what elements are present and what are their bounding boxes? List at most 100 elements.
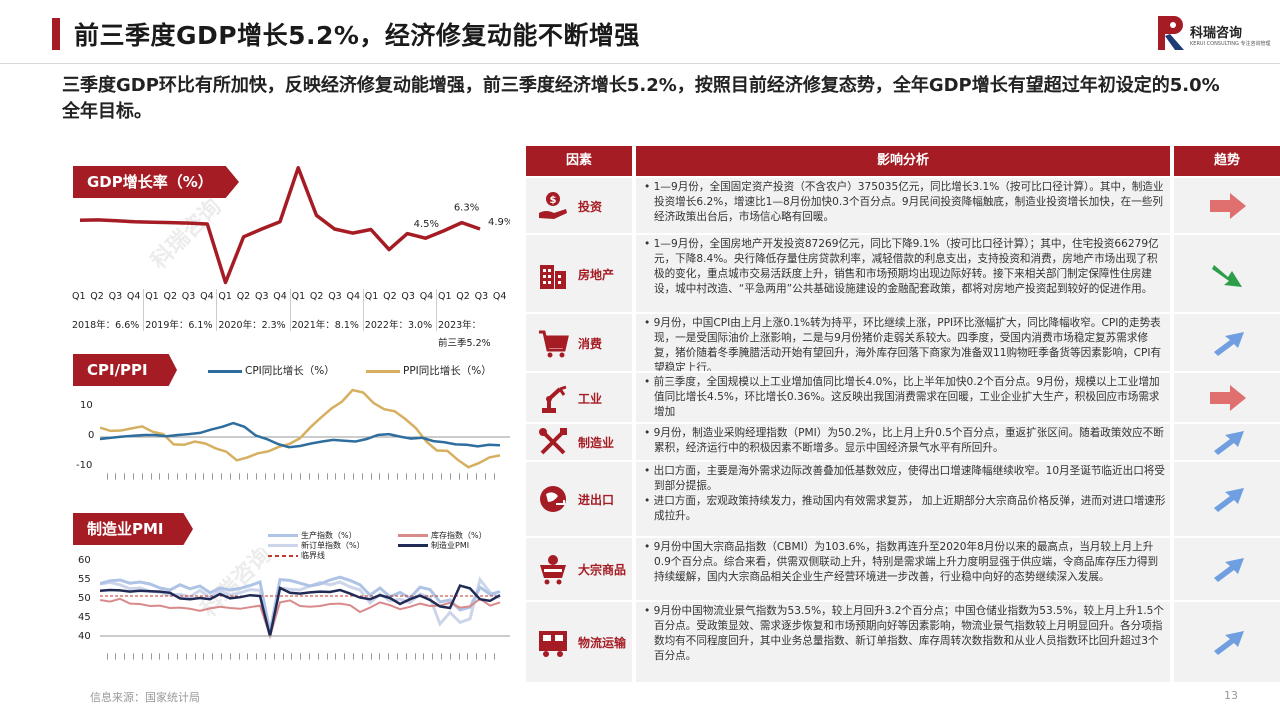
cpi-month-tick: — [411, 473, 419, 480]
quarter-tick-label: Q3 [181, 291, 196, 302]
logo-tagline: KERUI CONSULTING 专注咨询管理 [1190, 41, 1271, 47]
truck-icon [539, 631, 567, 657]
factor-cell: 工业 [526, 373, 632, 422]
trend-cell [1174, 462, 1280, 536]
pmi-month-tick: — [402, 653, 410, 660]
gdp-chart: 科瑞咨询 6.3% 4.5% 4.9% [79, 166, 510, 285]
quarter-tick-label: Q2 [236, 291, 251, 302]
pmi-legend-swatch [398, 544, 428, 547]
cpi-month-tick: — [129, 473, 137, 480]
production-legend-item: 生产指数（%） [268, 531, 365, 541]
pmi-month-tick: — [208, 653, 216, 660]
production-series-line [100, 575, 501, 633]
analysis-bullet: • 9月份，中国CPI由上月上涨0.1%转为持平，环比继续上涨，PPI环比涨幅扩… [644, 317, 1162, 371]
analysis-cell: • 1—9月份，全国房地产开发投资87269亿元，同比下降9.1%（按可比口径计… [636, 235, 1170, 312]
quarter-tick-label: Q2 [163, 291, 178, 302]
trend-cell [1174, 373, 1280, 422]
pmi-month-tick: — [428, 653, 436, 660]
pmi-month-tick: — [393, 653, 401, 660]
pmi-month-tick: — [244, 653, 252, 660]
pmi-ytick: 55 [78, 574, 91, 585]
cpi-month-tick: — [100, 473, 102, 480]
watermark-logo: 科瑞咨询 [146, 194, 227, 275]
cpi-month-tick: — [420, 473, 428, 480]
factor-name: 投资 [578, 199, 603, 214]
analysis-bullet: • 9月份中国物流业景气指数为53.5%，较上月回升3.2个百分点；中国仓储业指… [644, 605, 1164, 662]
factor-name: 工业 [578, 391, 603, 406]
cpi-month-tick: — [182, 473, 190, 480]
pmi-month-tick: — [437, 653, 445, 660]
cpi-month-tick: — [455, 473, 463, 480]
cpi-month-tick: — [464, 473, 472, 480]
cpi-month-tick: — [402, 473, 410, 480]
factor-name: 大宗商品 [578, 563, 627, 577]
cpi-month-tick: — [261, 473, 269, 480]
analysis-bullet: • 进口方面，宏观政策持续发力，推动国内有效需求复苏， 加上近期部分大宗商品价格… [644, 495, 1166, 522]
cpi-month-tick: — [481, 473, 489, 480]
quarter-tick-label: Q3 [108, 291, 123, 302]
trend-cell [1174, 314, 1280, 371]
cpi-month-tick: — [156, 473, 164, 480]
pmi-month-tick: — [182, 653, 190, 660]
factor-name: 进出口 [578, 493, 615, 507]
cpi-legend-label: CPI同比增长（%） [245, 365, 335, 377]
building-icon [540, 264, 566, 289]
pmi-month-tick: — [455, 653, 463, 660]
cpi-month-tick: — [358, 473, 366, 480]
year-separator [143, 289, 145, 331]
pmi-month-tick: — [472, 653, 480, 660]
inventory-series-line [100, 597, 501, 640]
pmi-month-tick: — [288, 653, 296, 660]
cpi-legend-swatch [208, 369, 242, 373]
cpi-month-tick: — [279, 473, 287, 480]
factor-name: 物流运输 [578, 636, 627, 650]
pmi-chart: 科瑞咨询 — — — — — — — — — — — — — — — — — — — — — — — — — — — — — — — — — — —… [100, 548, 510, 660]
cpi-month-tick: — [288, 473, 296, 480]
pmi-month-tick: — [411, 653, 419, 660]
gdp-data-label: 4.9% [488, 217, 510, 228]
trend-cell [1174, 538, 1280, 600]
analysis-cell: • 9月份中国大宗商品指数（CBMI）为103.6%，指数再连升至2020年8月… [636, 538, 1170, 600]
cpi-ytick: -10 [76, 460, 93, 471]
quarter-tick-label: Q1 [218, 291, 232, 302]
trend-right-arrow-icon [1210, 384, 1246, 411]
trade-icon [540, 486, 566, 512]
source-note: 信息来源：国家统计局 [90, 691, 200, 704]
ppi-legend-swatch [366, 369, 400, 373]
factor-cell: 消费 [526, 314, 632, 371]
quarter-tick-label: Q1 [364, 291, 379, 302]
factor-cell: 大宗商品 [526, 538, 632, 600]
pmi-month-tick: — [112, 653, 120, 660]
analysis-cell: • 9月份，中国CPI由上月上涨0.1%转为持平，环比继续上涨，PPI环比涨幅扩… [636, 314, 1170, 371]
pmi-legend-item: 制造业PMI [398, 541, 487, 551]
threshold-legend-swatch [268, 554, 298, 557]
pmi-month-tick: — [138, 653, 146, 660]
analysis-cell: • 前三季度，全国规模以上工业增加值同比增长4.0%，比上半年加快0.2个百分点… [636, 373, 1170, 422]
analysis-bullet: • 前三季度，全国规模以上工业增加值同比增长4.0%，比上半年加快0.2个百分点… [644, 376, 1160, 418]
inventory-legend-item: 库存指数（%） [398, 531, 487, 541]
page-title: 前三季度GDP增长5.2%，经济修复动能不断增强 [74, 21, 640, 50]
analysis-cell: • 9月份中国物流业景气指数为53.5%，较上月回升3.2个百分点；中国仓储业指… [636, 602, 1170, 682]
table-row: $ 投资 • 1—9月份，全国固定资产投资（不含农户）375035亿元，同比增长3.… [526, 178, 1280, 233]
table-header: 因素 影响分析 趋势 [526, 146, 1280, 176]
cpi-month-tick: — [437, 473, 445, 480]
trend-up-arrow-icon [1214, 558, 1244, 582]
year-separator [436, 289, 437, 331]
cpi-month-tick: — [305, 473, 313, 480]
cpi-month-tick: — [270, 473, 278, 480]
quarter-tick-label: Q4 [200, 291, 214, 302]
table-row: 物流运输 • 9月份中国物流业景气指数为53.5%，较上月回升3.2个百分点；中国… [526, 602, 1280, 682]
table-row: 进出口 • 出口方面，主要是海外需求边际改善叠加低基数效应，使得出口增速降幅继续收… [526, 462, 1280, 536]
gdp-axis: Q1 Q2 Q3 Q4 Q1 Q2 Q3 Q4 Q1 Q2 Q3 Q4 Q1 Q2 Q3 Q4 Q1 Q2 Q3 Q4… [72, 287, 512, 349]
cpi-series-line [100, 421, 501, 449]
pmi-month-tick: — [103, 653, 111, 660]
cpi-month-tick: — [393, 473, 401, 480]
production-legend-label: 生产指数（%） [301, 531, 357, 540]
analysis-bullet: • 出口方面，主要是海外需求边际改善叠加低基数效应，使得出口增速降幅继续收窄。1… [644, 465, 1165, 492]
pmi-legend-label: 制造业PMI [431, 541, 470, 550]
cpi-month-tick: — [296, 473, 304, 480]
page-number: 13 [1224, 689, 1238, 702]
header-trend: 趋势 [1174, 146, 1280, 176]
cpi-month-tick: — [367, 473, 375, 480]
pmi-month-tick: — [420, 653, 428, 660]
